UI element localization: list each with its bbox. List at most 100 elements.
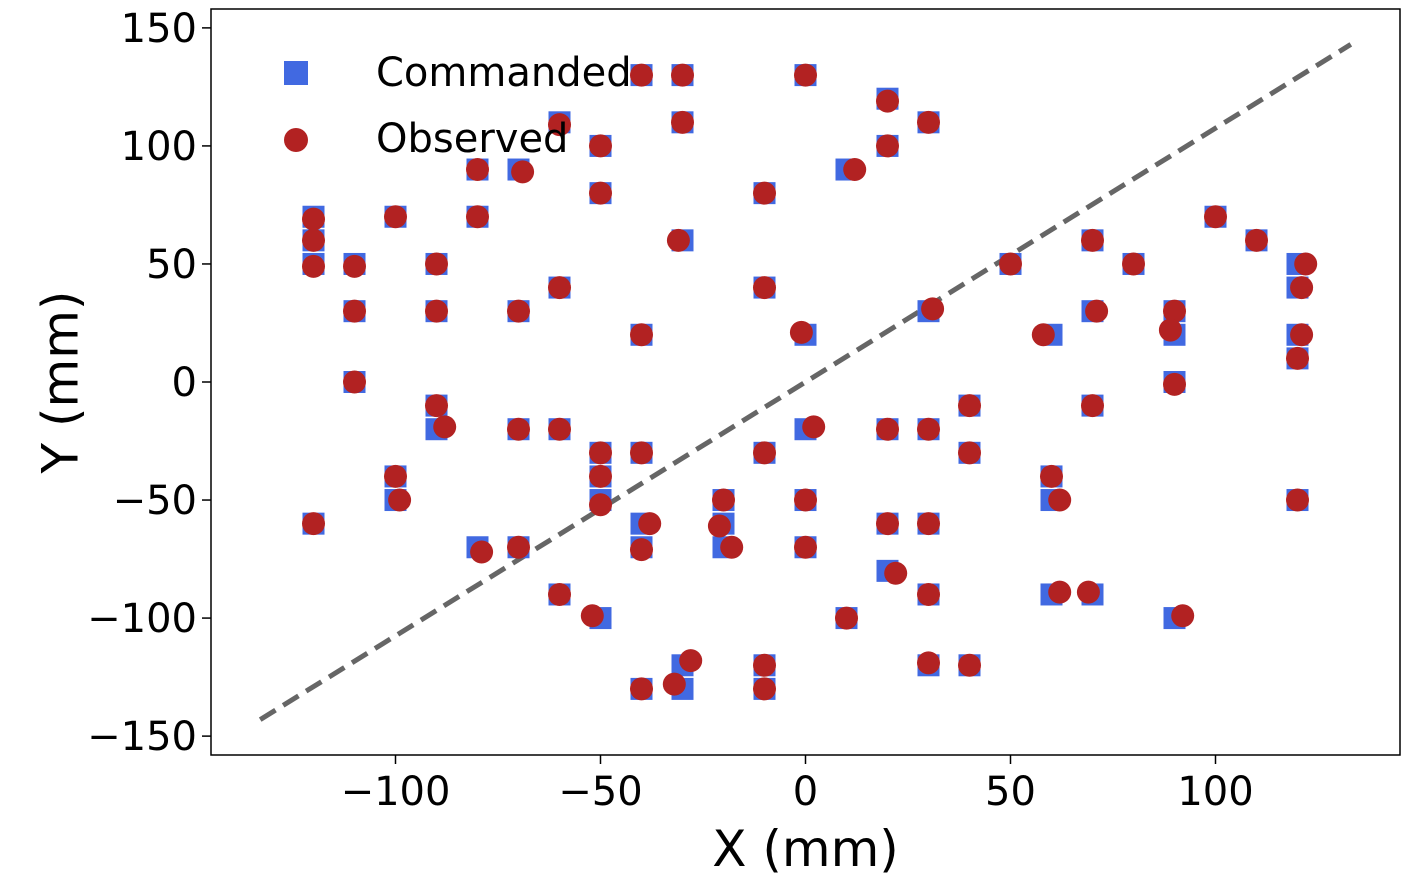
observed-point [1085, 299, 1109, 323]
observed-point [876, 512, 899, 536]
x-axis-ticks: −100 −50 0 50 100 [341, 755, 1254, 815]
observed-point [707, 514, 731, 538]
observed-point [630, 323, 653, 347]
observed-point [1081, 228, 1104, 252]
observed-point [884, 561, 908, 585]
observed-point [789, 320, 813, 344]
observed-point [589, 181, 612, 205]
observed-point [671, 63, 694, 87]
observed-point [753, 441, 776, 465]
observed-point [720, 535, 744, 559]
observed-point [1163, 299, 1186, 323]
observed-point [388, 488, 412, 512]
observed-point [876, 134, 899, 158]
observed-point [921, 297, 945, 321]
legend-observed-label: Observed [376, 116, 568, 162]
observed-point [917, 582, 940, 606]
observed-point [425, 299, 448, 323]
x-tick-label: 100 [1177, 769, 1253, 815]
observed-point [917, 417, 940, 441]
observed-point [1048, 580, 1072, 604]
observed-point [589, 493, 612, 517]
observed-point [1286, 346, 1309, 370]
legend-observed-marker [284, 128, 308, 152]
observed-point [384, 464, 407, 488]
observed-point [630, 63, 653, 87]
observed-point [630, 538, 653, 562]
observed-point [794, 535, 817, 559]
observed-point [1290, 323, 1314, 347]
y-axis-ticks: −150 −100 −50 0 50 100 150 [87, 6, 211, 760]
observed-point [384, 205, 407, 229]
observed-point [835, 606, 858, 630]
x-axis-title: X (mm) [712, 820, 899, 873]
observed-point [548, 113, 571, 137]
observed-point [548, 417, 571, 441]
x-tick-label: −50 [558, 769, 642, 815]
observed-point [589, 441, 612, 465]
observed-point [466, 205, 489, 229]
observed-point [343, 370, 366, 394]
observed-point [470, 540, 494, 564]
observed-point [1048, 488, 1072, 512]
observed-point [589, 134, 612, 158]
observed-point [425, 252, 448, 276]
observed-point [507, 535, 530, 559]
observed-point [1163, 372, 1186, 396]
observed-point [958, 653, 981, 677]
legend: Commanded Observed [284, 50, 632, 162]
observed-point [753, 181, 776, 205]
observed-point [794, 63, 817, 87]
y-axis-title: Y (mm) [32, 291, 90, 475]
y-tick-label: 0 [172, 360, 197, 406]
observed-points-layer [302, 63, 1318, 701]
observed-point [343, 299, 366, 323]
observed-point [638, 512, 662, 536]
y-tick-label: −100 [87, 596, 197, 642]
reference-dashed-line [258, 42, 1353, 722]
observed-point [302, 228, 325, 252]
observed-point [302, 512, 325, 536]
observed-point [917, 110, 940, 134]
legend-commanded-marker [284, 61, 308, 85]
observed-point [1040, 464, 1063, 488]
observed-point [876, 417, 899, 441]
observed-point [1286, 488, 1309, 512]
observed-point [917, 512, 940, 536]
observed-point [917, 651, 940, 675]
observed-point [1171, 604, 1195, 628]
y-tick-label: 100 [121, 124, 197, 170]
observed-point [1031, 323, 1055, 347]
observed-point [580, 604, 604, 628]
observed-point [302, 207, 325, 231]
x-tick-label: 0 [793, 769, 818, 815]
observed-point [1294, 252, 1318, 276]
observed-point [802, 415, 826, 439]
observed-point [679, 649, 703, 673]
observed-point [433, 415, 457, 439]
observed-point [466, 158, 489, 182]
observed-point [843, 158, 867, 182]
legend-commanded-label: Commanded [376, 50, 632, 96]
observed-point [794, 488, 817, 512]
reference-line-layer [258, 42, 1353, 722]
observed-point [507, 417, 530, 441]
observed-point [753, 653, 776, 677]
y-tick-label: −150 [87, 714, 197, 760]
observed-point [1245, 228, 1268, 252]
x-tick-label: 50 [985, 769, 1036, 815]
y-tick-label: −50 [113, 478, 197, 524]
observed-point [671, 110, 694, 134]
observed-point [425, 394, 448, 418]
observed-point [662, 672, 686, 696]
y-tick-label: 150 [121, 6, 197, 52]
observed-point [1122, 252, 1145, 276]
observed-point [507, 299, 530, 323]
observed-point [999, 252, 1022, 276]
observed-point [1081, 394, 1104, 418]
observed-point [958, 394, 981, 418]
observed-point [876, 89, 899, 113]
observed-point [958, 441, 981, 465]
observed-point [548, 276, 571, 300]
